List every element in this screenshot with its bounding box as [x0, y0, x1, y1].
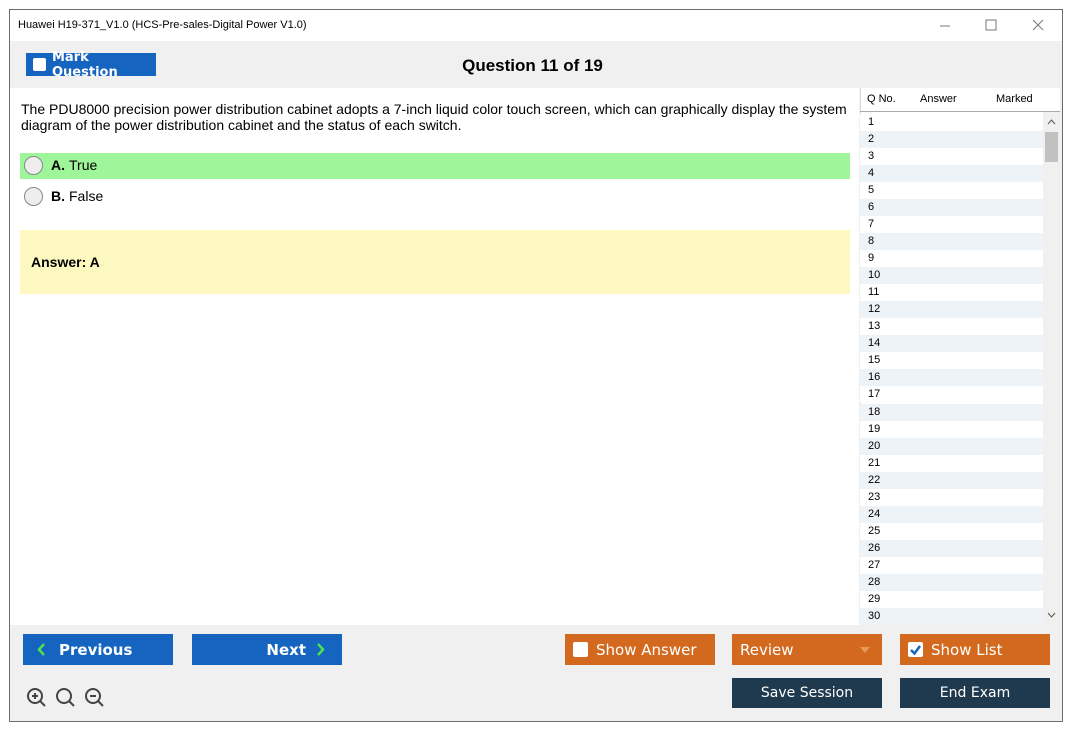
- list-row[interactable]: 2: [860, 131, 1043, 149]
- scrollbar[interactable]: [1043, 112, 1060, 625]
- mark-question-button[interactable]: Mark Question: [26, 50, 156, 80]
- list-row[interactable]: 13: [860, 318, 1043, 336]
- list-row[interactable]: 24: [860, 505, 1043, 523]
- list-row[interactable]: 21: [860, 454, 1043, 472]
- list-row[interactable]: 29: [860, 590, 1043, 608]
- list-row[interactable]: 27: [860, 556, 1043, 574]
- scroll-thumb[interactable]: [1045, 132, 1058, 162]
- list-row[interactable]: 11: [860, 284, 1043, 302]
- next-button[interactable]: Next: [192, 634, 342, 665]
- button-label: Show Answer: [596, 640, 697, 659]
- dropdown-arrow: [860, 647, 870, 653]
- option-text: False: [69, 188, 104, 204]
- list-row[interactable]: 15: [860, 352, 1043, 370]
- list-row[interactable]: 18: [860, 403, 1043, 421]
- list-row[interactable]: 9: [860, 250, 1043, 268]
- list-row[interactable]: 3: [860, 148, 1043, 166]
- list-row[interactable]: 30: [860, 607, 1043, 625]
- list-header: Marked: [996, 93, 1033, 105]
- radio-button[interactable]: [24, 156, 43, 175]
- radio-button[interactable]: [24, 187, 43, 206]
- checkbox[interactable]: [908, 642, 923, 657]
- list-row[interactable]: 22: [860, 471, 1043, 489]
- checkbox[interactable]: [573, 642, 588, 657]
- answer-box: Answer: A: [20, 230, 850, 294]
- window-title: Huawei H19-371_V1.0 (HCS-Pre-sales-Digit…: [18, 19, 307, 31]
- title-bar: Huawei H19-371_V1.0 (HCS-Pre-sales-Digit…: [10, 10, 1062, 41]
- option-text: True: [69, 157, 98, 173]
- list-row[interactable]: 16: [860, 369, 1043, 387]
- list-row[interactable]: 19: [860, 420, 1043, 438]
- option-row[interactable]: [20, 183, 850, 209]
- chevron-left: [37, 643, 45, 656]
- show-answer-button[interactable]: Show Answer: [565, 634, 715, 665]
- list-header: Q No.: [867, 93, 896, 105]
- show-list-button[interactable]: Show List: [900, 634, 1050, 665]
- list-row[interactable]: 23: [860, 488, 1043, 506]
- answer-text: Answer: A: [31, 254, 100, 270]
- list-row[interactable]: 25: [860, 522, 1043, 540]
- question-counter: Question 11 of 19: [462, 56, 603, 75]
- list-header: Answer: [920, 93, 957, 105]
- option-row[interactable]: [20, 153, 850, 179]
- zoom-controls[interactable]: [26, 686, 112, 710]
- list-row[interactable]: 12: [860, 301, 1043, 319]
- list-row[interactable]: 4: [860, 165, 1043, 183]
- previous-button[interactable]: Previous: [23, 634, 173, 665]
- list-row[interactable]: 8: [860, 233, 1043, 251]
- review-button[interactable]: Review: [732, 634, 882, 665]
- button-label: Show List: [931, 640, 1003, 659]
- scroll-arrows: [1047, 119, 1056, 618]
- list-row[interactable]: 1: [860, 114, 1043, 131]
- list-row[interactable]: 20: [860, 437, 1043, 455]
- list-row[interactable]: 26: [860, 539, 1043, 557]
- button-label: Next: [266, 640, 306, 659]
- window-controls[interactable]: [930, 10, 1062, 41]
- list-row[interactable]: 10: [860, 267, 1043, 285]
- checkbox[interactable]: [33, 58, 46, 71]
- check-mark: [910, 645, 922, 656]
- question-pane: The PDU8000 precision power distribution…: [10, 88, 859, 625]
- option-letter: B.: [51, 188, 65, 204]
- list-header-rule: [860, 111, 1060, 112]
- save-session-button[interactable]: Save Session: [732, 678, 882, 708]
- list-row[interactable]: 5: [860, 182, 1043, 200]
- list-row[interactable]: 17: [860, 386, 1043, 404]
- option-letter: A.: [51, 157, 65, 173]
- question-text: The PDU8000 precision power distribution…: [21, 101, 847, 133]
- list-row[interactable]: 7: [860, 216, 1043, 234]
- list-row[interactable]: 14: [860, 335, 1043, 353]
- button-label: Review: [740, 640, 794, 659]
- button-label: Mark Question: [52, 49, 118, 80]
- chevron-right: [317, 643, 325, 656]
- button-label: Previous: [59, 640, 133, 659]
- end-exam-button[interactable]: End Exam: [900, 678, 1050, 708]
- list-row[interactable]: 28: [860, 573, 1043, 591]
- list-row[interactable]: 6: [860, 199, 1043, 217]
